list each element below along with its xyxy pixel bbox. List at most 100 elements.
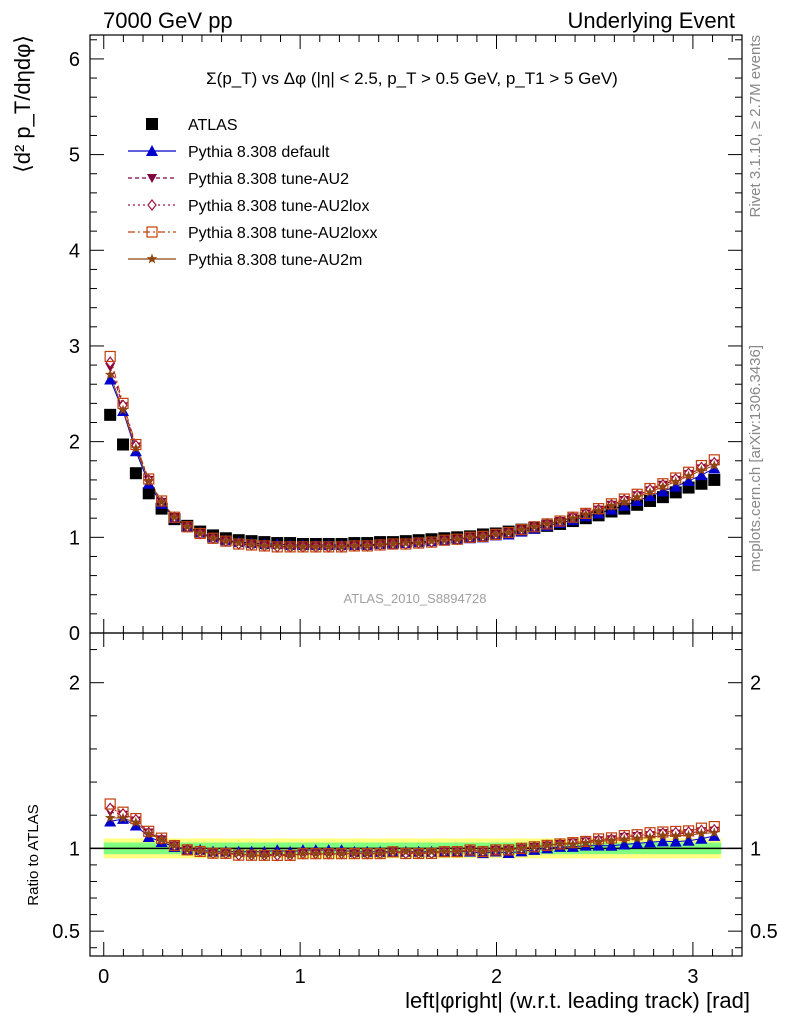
ratio-point-pythia-8-308-default	[695, 832, 708, 844]
point-pythia-8-308-tune-au2m	[426, 535, 437, 546]
point-pythia-8-308-tune-au2m	[246, 539, 257, 550]
point-pythia-8-308-tune-au2m	[554, 515, 566, 526]
legend-marker-pythia-8-308-default	[146, 145, 158, 156]
ratio-panel: 0 1 2 3 0.5 0.5 1 1 2 2	[52, 632, 778, 988]
point-atlas	[142, 487, 155, 500]
point-pythia-8-308-tune-au2m	[400, 537, 412, 548]
x-tick-label: 1	[295, 966, 306, 988]
point-pythia-8-308-tune-au2loxx	[567, 511, 579, 523]
x-tick-label: 3	[687, 966, 698, 988]
point-pythia-8-308-tune-au2m	[143, 475, 154, 486]
point-pythia-8-308-tune-au2m	[696, 464, 707, 475]
point-pythia-8-308-tune-au2m	[490, 528, 501, 539]
point-pythia-8-308-default	[682, 474, 695, 486]
point-pythia-8-308-tune-au2m	[336, 541, 347, 552]
point-pythia-8-308-tune-au2m	[567, 512, 579, 523]
ratio-point-pythia-8-308-tune-au2m	[709, 827, 720, 838]
point-pythia-8-308-tune-au2m	[657, 481, 669, 492]
ratio-point-pythia-8-308-tune-au2m	[272, 848, 283, 859]
legend: ATLAS Pythia 8.308 default Pythia 8.308 tu…	[128, 117, 377, 269]
ratio-point-pythia-8-308-tune-au2loxx	[143, 825, 155, 837]
point-pythia-8-308-tune-au2m	[130, 442, 142, 453]
point-pythia-8-308-tune-au2lox	[105, 356, 115, 369]
ratio-point-pythia-8-308-tune-au2m	[580, 837, 591, 848]
ratio-point-pythia-8-308-tune-au2m	[169, 840, 180, 850]
ratio-point-pythia-8-308-default	[605, 839, 618, 851]
ratio-point-pythia-8-308-tune-au2m	[503, 844, 514, 855]
ratio-point-pythia-8-308-tune-au2m	[233, 847, 244, 858]
ratio-point-pythia-8-308-tune-au2m	[426, 846, 437, 857]
ratio-point-pythia-8-308-tune-au2m	[156, 833, 167, 844]
point-pythia-8-308-default	[669, 480, 682, 492]
point-pythia-8-308-tune-au2m	[503, 527, 514, 537]
ratio-point-pythia-8-308-tune-au2m	[259, 849, 270, 860]
ratio-point-pythia-8-308-tune-au2m	[143, 828, 154, 839]
ratio-point-pythia-8-308-default	[656, 835, 669, 847]
ratio-point-pythia-8-308-tune-au2m	[516, 842, 527, 853]
ratio-point-pythia-8-308-tune-au2m	[657, 830, 669, 840]
point-pythia-8-308-tune-au2loxx	[104, 350, 116, 363]
point-pythia-8-308-tune-au2m	[169, 511, 180, 522]
point-pythia-8-308-tune-au2m	[156, 496, 167, 507]
ratio-point-pythia-8-308-tune-au2m	[619, 833, 630, 844]
point-pythia-8-308-tune-au2loxx	[580, 507, 592, 519]
ratio-y-tick-label: 2	[69, 673, 80, 695]
ratio-point-pythia-8-308-tune-au2m	[117, 812, 129, 823]
point-pythia-8-308-tune-au2m	[439, 534, 450, 545]
rivet-label: Rivet 3.1.10, ≥ 2.7M events	[747, 35, 764, 218]
point-atlas	[104, 408, 117, 421]
ratio-point-pythia-8-308-tune-au2m	[104, 812, 116, 823]
ratio-point-pythia-8-308-tune-au2loxx	[104, 798, 116, 810]
legend-label-pythia-8-308-tune-au2m: Pythia 8.308 tune-AU2m	[188, 252, 362, 269]
ratio-point-pythia-8-308-tune-au2m	[554, 838, 566, 849]
legend-marker-pythia-8-308-tune-au2loxx	[146, 226, 158, 238]
analysis-id: ATLAS_2010_S8894728	[344, 591, 487, 606]
ratio-point-pythia-8-308-tune-au2m	[130, 817, 142, 827]
y-tick-label: 4	[69, 240, 80, 262]
ratio-y-tick-label: 1	[69, 838, 80, 860]
legend-marker-pythia-8-308-tune-au2	[147, 174, 157, 183]
x-tick-label: 2	[491, 966, 502, 988]
ratio-point-pythia-8-308-tune-au2loxx	[592, 833, 605, 845]
ratio-point-pythia-8-308-tune-au2m	[400, 846, 412, 857]
y-tick-label: 1	[69, 527, 80, 549]
ratio-point-pythia-8-308-default	[644, 836, 657, 848]
legend-label-pythia-8-308-tune-au2lox: Pythia 8.308 tune-AU2lox	[188, 198, 369, 215]
ratio-y-tick-label-right: 0.5	[750, 921, 778, 943]
legend-label-pythia-8-308-tune-au2loxx: Pythia 8.308 tune-AU2loxx	[188, 225, 377, 242]
ratio-frame	[89, 632, 743, 957]
ratio-point-pythia-8-308-tune-au2m	[606, 835, 617, 845]
point-pythia-8-308-default	[104, 373, 117, 385]
point-pythia-8-308-tune-au2m	[631, 491, 643, 502]
series-line-pythia-8-308-tune-au2m	[109, 374, 715, 548]
legend-label-pythia-8-308-default: Pythia 8.308 default	[188, 144, 330, 161]
point-pythia-8-308-tune-au2m	[541, 518, 553, 529]
ratio-y-tick-label: 0.5	[52, 921, 80, 943]
ratio-point-pythia-8-308-tune-au2m	[490, 844, 501, 855]
point-pythia-8-308-tune-au2m	[362, 540, 373, 551]
ratio-point-pythia-8-308-tune-au2m	[182, 844, 193, 855]
point-pythia-8-308-tune-au2m	[670, 476, 681, 487]
ratio-point-pythia-8-308-tune-au2m	[541, 839, 553, 850]
series-line-pythia-8-308-tune-au2	[109, 366, 715, 548]
ratio-y-tick-label-right: 1	[750, 838, 761, 860]
ratio-point-pythia-8-308-tune-au2loxx	[155, 832, 168, 844]
ratio-point-pythia-8-308-tune-au2m	[336, 848, 347, 859]
main-panel: 0 1 2 3 4 5 6	[69, 34, 743, 956]
ratio-point-pythia-8-308-tune-au2m	[593, 836, 604, 847]
ratio-point-pythia-8-308-default	[669, 835, 682, 847]
ratio-point-pythia-8-308-tune-au2m	[349, 848, 360, 859]
legend-marker-pythia-8-308-tune-au2m	[146, 253, 158, 264]
plot-title: Σ(p_T) vs Δφ (|η| < 2.5, p_T > 0.5 GeV, …	[206, 69, 618, 88]
point-pythia-8-308-tune-au2m	[207, 532, 219, 543]
point-pythia-8-308-tune-au2loxx	[143, 473, 155, 485]
mcplots-label: mcplots.cern.ch [arXiv:1306.3436]	[747, 345, 764, 572]
y-tick-label: 6	[69, 49, 80, 71]
y-tick-label: 2	[69, 432, 80, 454]
ratio-point-pythia-8-308-tune-au2m	[567, 838, 579, 849]
y-tick-label: 0	[69, 623, 80, 645]
ratio-point-pythia-8-308-tune-au2m	[451, 846, 463, 857]
ratio-point-pythia-8-308-tune-au2m	[696, 827, 707, 838]
ratio-point-pythia-8-308-tune-au2m	[644, 832, 656, 842]
ratio-point-pythia-8-308-tune-au2m	[683, 829, 694, 840]
